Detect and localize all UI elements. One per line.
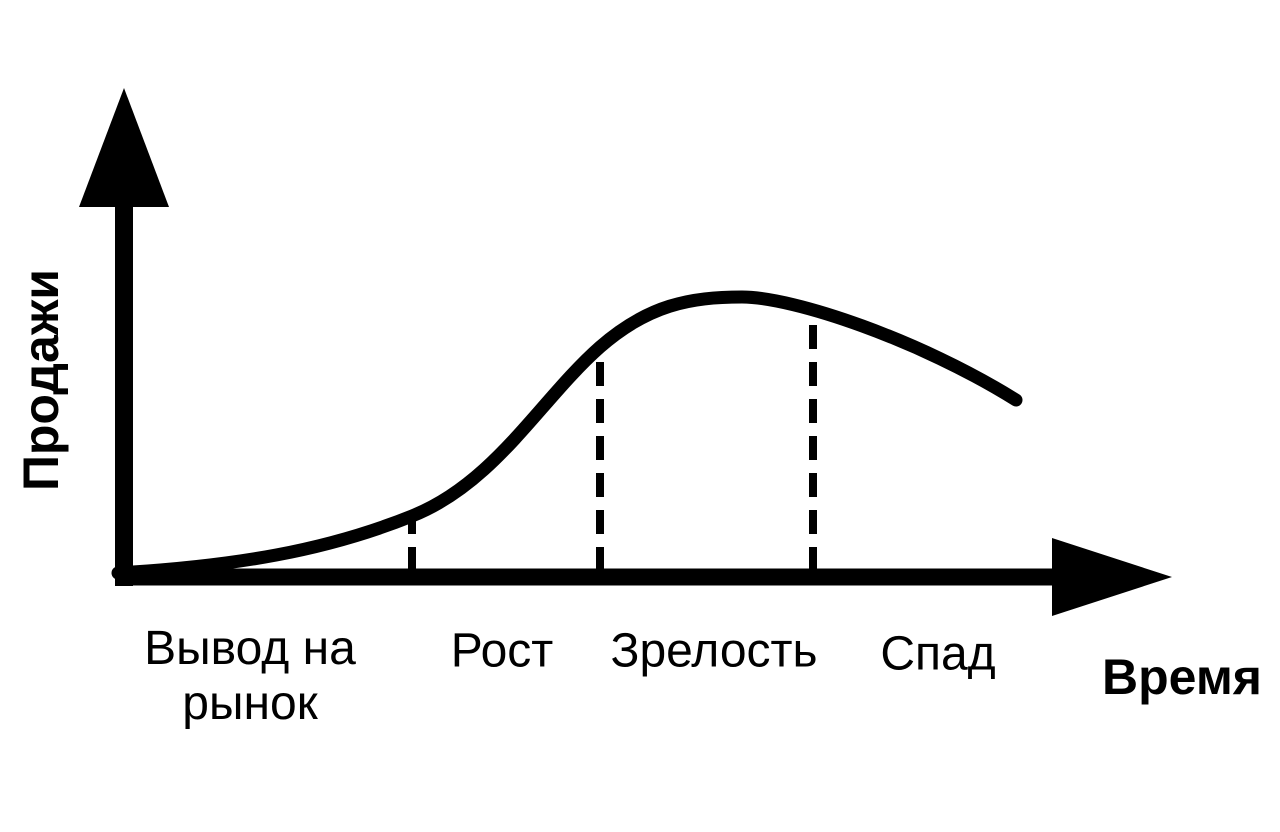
phase-label-maturity: Зрелость xyxy=(610,624,818,678)
y-axis-label: Продажи xyxy=(13,268,69,492)
y-axis xyxy=(79,88,169,586)
y-axis-arrowhead-icon xyxy=(79,88,169,207)
phase-label-growth: Рост xyxy=(450,624,554,678)
x-axis-label: Время xyxy=(1102,649,1262,705)
phase-label-introduction-line-1: Вывод на xyxy=(144,622,356,675)
phase-label-introduction: Вывод на рынок xyxy=(144,621,356,731)
x-axis xyxy=(115,538,1172,616)
phase-label-decline: Спад xyxy=(880,627,996,681)
phase-label-introduction-line-2: рынок xyxy=(182,677,318,730)
x-axis-arrowhead-icon xyxy=(1052,538,1172,616)
lifecycle-curve xyxy=(111,290,1023,580)
